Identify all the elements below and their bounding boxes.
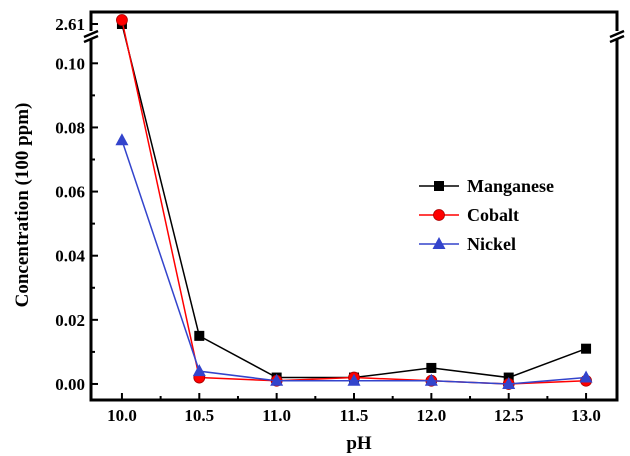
nickel-point: [424, 373, 438, 386]
manganese-line: [121, 23, 587, 379]
nickel-point: [115, 133, 129, 146]
x-tick-label: 10.0: [107, 406, 137, 425]
y-tick-label: 0.08: [55, 118, 85, 137]
legend-label-nickel: Nickel: [467, 234, 516, 254]
legend-label-cobalt: Cobalt: [467, 205, 519, 225]
y-tick-label: 0.04: [55, 247, 85, 266]
y-tick-label: 0.02: [55, 311, 85, 330]
manganese-point: [194, 330, 205, 341]
axis-break-mark-right: [609, 34, 625, 44]
y-tick-label: 0.10: [55, 54, 85, 73]
series-layer: [115, 14, 593, 390]
x-tick-label: 10.5: [184, 406, 214, 425]
x-axis: 10.0 10.5 11.0 11.5 12.0 12.5 13.0: [107, 393, 601, 425]
plot-area: [83, 10, 625, 402]
axis-break-mark-left: [83, 34, 99, 44]
y-tick-label-break: 2.61: [55, 15, 85, 34]
nickel-point: [270, 373, 284, 386]
nickel-point: [502, 376, 516, 389]
y-tick-label: 0.00: [55, 375, 85, 394]
nickel-point: [347, 373, 361, 386]
x-tick-label: 11.5: [340, 406, 369, 425]
x-tick-label: 13.0: [571, 406, 601, 425]
nickel-point: [192, 364, 206, 377]
legend-marker-nickel: [432, 237, 446, 249]
nickel-point: [579, 370, 593, 383]
legend-marker-manganese: [434, 181, 444, 191]
y-tick-label: 0.06: [55, 183, 85, 202]
y-axis: 0.00 0.02 0.04 0.06 0.08 0.10 2.61: [55, 15, 98, 394]
axis-break-mark-left: [83, 29, 99, 39]
x-tick-label: 12.0: [416, 406, 446, 425]
legend-label-manganese: Manganese: [467, 176, 554, 196]
x-tick-label: 11.0: [262, 406, 291, 425]
manganese-point: [426, 362, 437, 373]
plot-frame: [89, 10, 619, 402]
axis-break-mark-right: [609, 29, 625, 39]
legend: Manganese Cobalt Nickel: [419, 176, 554, 254]
x-tick-label: 12.5: [494, 406, 524, 425]
manganese-point: [581, 343, 592, 354]
x-axis-label: pH: [346, 433, 372, 454]
cobalt-point: [116, 14, 128, 26]
cobalt-line: [121, 19, 587, 385]
y-axis-label: Concentration (100 ppm): [12, 103, 33, 308]
legend-marker-cobalt: [433, 209, 445, 221]
